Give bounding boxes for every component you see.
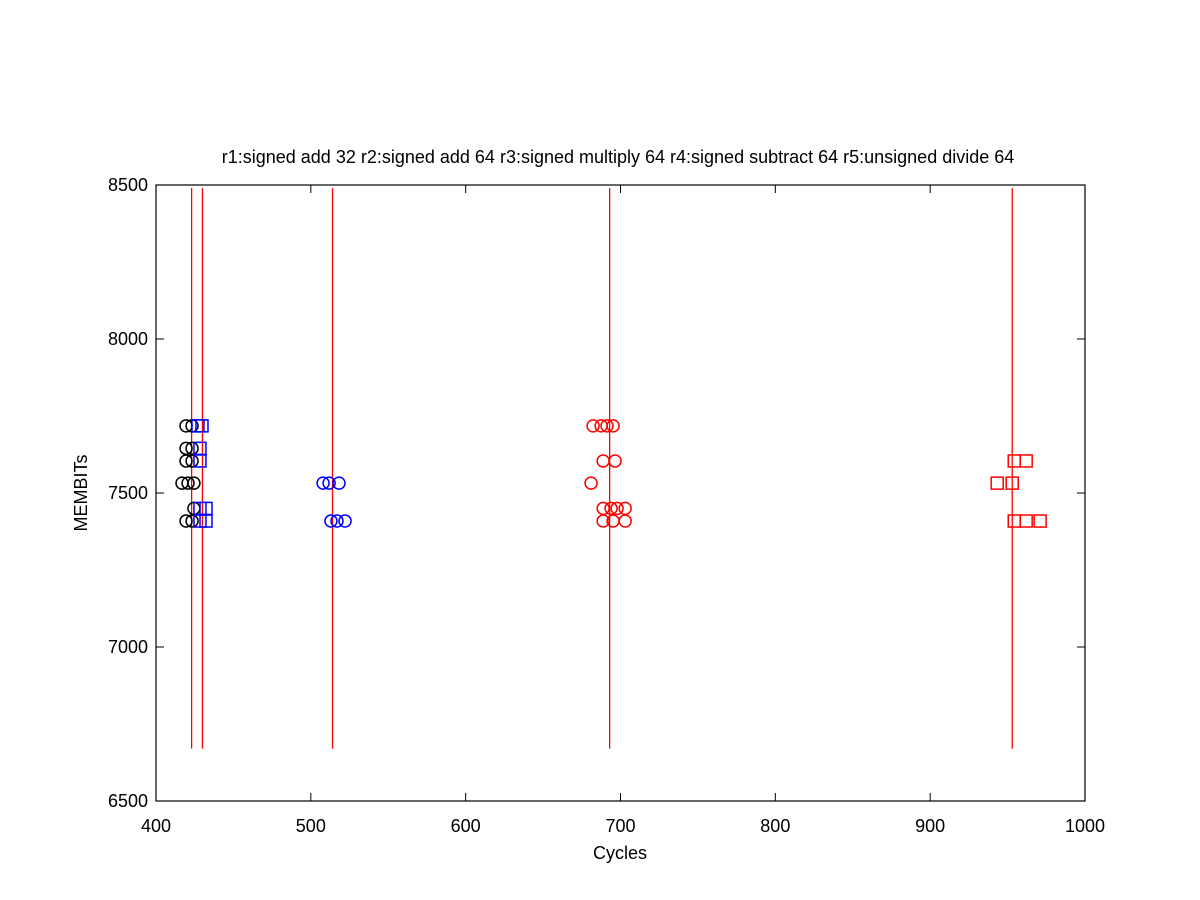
circle-marker — [338, 514, 352, 528]
square-marker — [193, 454, 207, 468]
y-axis-label: MEMBITs — [71, 454, 91, 531]
square-marker — [1033, 514, 1047, 528]
x-tick-label: 800 — [760, 816, 790, 836]
x-axis-label: Cycles — [593, 843, 647, 863]
y-tick-label: 6500 — [108, 791, 148, 811]
circle-marker — [618, 514, 632, 528]
circle-marker — [586, 419, 600, 433]
y-tick-label: 7500 — [108, 483, 148, 503]
circle-marker — [316, 476, 330, 490]
x-tick-label: 500 — [296, 816, 326, 836]
circle-marker — [600, 419, 614, 433]
square-marker — [195, 419, 209, 433]
circle-marker — [610, 501, 624, 516]
y-tick-label: 7000 — [108, 637, 148, 657]
circle-marker — [330, 514, 344, 528]
x-tick-label: 1000 — [1065, 816, 1105, 836]
circle-marker — [332, 476, 346, 490]
circle-marker — [322, 476, 336, 490]
circle-marker — [324, 514, 338, 528]
y-tick-label: 8500 — [108, 175, 148, 195]
circle-marker — [608, 454, 622, 468]
circle-marker — [179, 514, 193, 528]
y-tick-label: 8000 — [108, 329, 148, 349]
circle-marker — [185, 514, 199, 528]
square-marker — [1019, 454, 1033, 468]
square-marker — [199, 514, 213, 528]
x-tick-label: 400 — [141, 816, 171, 836]
square-marker — [1005, 476, 1019, 490]
circle-marker — [596, 514, 610, 528]
circle-marker — [606, 419, 620, 433]
x-tick-label: 900 — [915, 816, 945, 836]
square-marker — [990, 476, 1004, 490]
circle-marker — [187, 476, 201, 490]
x-tick-label: 600 — [451, 816, 481, 836]
circle-marker — [604, 501, 618, 516]
circle-marker — [179, 454, 193, 468]
circle-marker — [181, 476, 195, 490]
x-tick-label: 700 — [605, 816, 635, 836]
chart-title: r1:signed add 32 r2:signed add 64 r3:sig… — [222, 147, 1015, 167]
circle-marker — [584, 476, 598, 490]
square-marker — [1019, 514, 1033, 528]
circle-marker — [185, 454, 199, 468]
